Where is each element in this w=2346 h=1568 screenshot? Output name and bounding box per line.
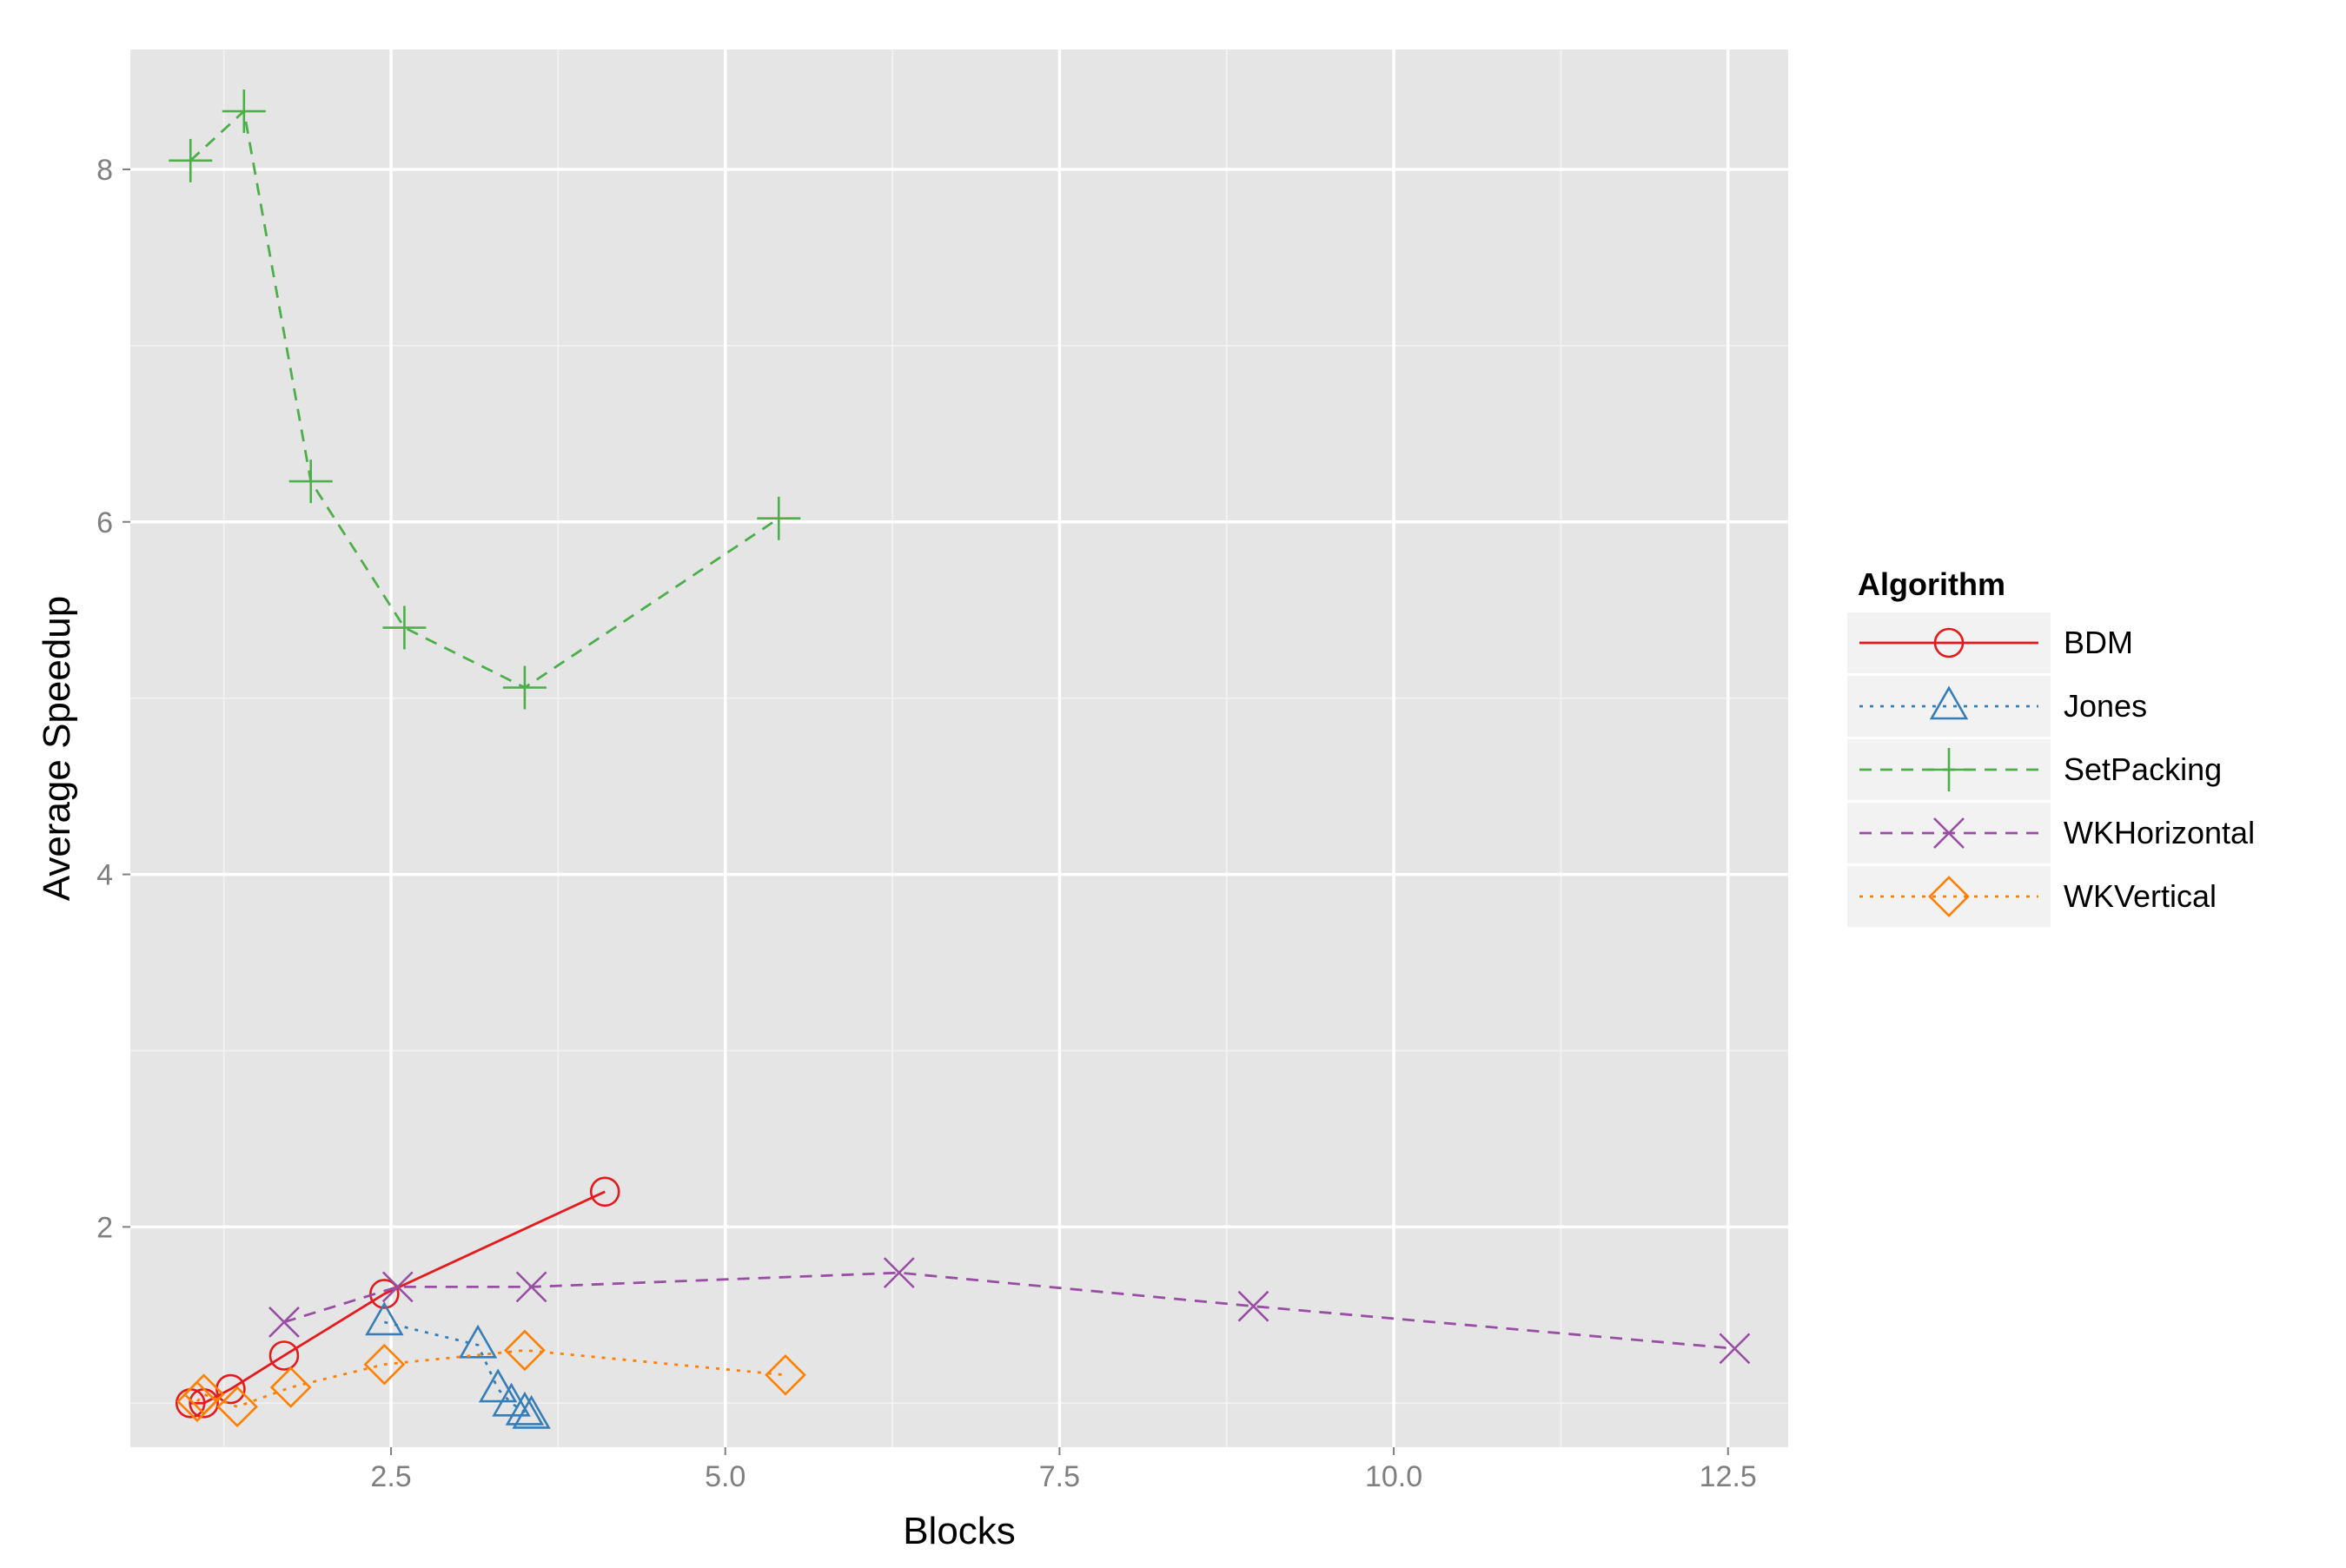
data-point-wkvertical bbox=[504, 1329, 546, 1372]
legend: Algorithm BDM Jones SetPacking WKHorizontal… bbox=[1847, 566, 2255, 927]
legend-item-jones: Jones bbox=[1847, 676, 2147, 737]
legend-label-wkvertical: WKVertical bbox=[2064, 878, 2217, 914]
series-wkhorizontal bbox=[268, 1257, 1751, 1365]
series-wkvertical bbox=[176, 1329, 806, 1428]
data-point-jones bbox=[505, 1391, 545, 1426]
data-point-wkvertical bbox=[216, 1386, 258, 1428]
x-tick-label: 7.5 bbox=[1039, 1460, 1080, 1493]
series-layer bbox=[169, 89, 1751, 1429]
data-point-jones bbox=[478, 1368, 518, 1403]
data-point-wkhorizontal bbox=[1719, 1333, 1751, 1365]
legend-key-jones bbox=[1847, 676, 2051, 737]
legend-label-bdm: BDM bbox=[2064, 625, 2133, 660]
data-point-setpacking bbox=[222, 89, 266, 134]
data-point-setpacking bbox=[502, 665, 547, 710]
legend-label-jones: Jones bbox=[2064, 688, 2147, 724]
data-point-jones bbox=[512, 1394, 551, 1429]
axes: 2.5 5.0 7.5 10.0 12.5 2 4 6 8 bbox=[96, 154, 1757, 1493]
legend-label-setpacking: SetPacking bbox=[2064, 751, 2222, 787]
major-gridlines bbox=[130, 50, 1788, 1447]
legend-label-wkhorizontal: WKHorizontal bbox=[2064, 815, 2255, 850]
series-jones bbox=[365, 1301, 551, 1429]
legend-marker-wkvertical bbox=[1928, 876, 1970, 917]
data-point-setpacking bbox=[757, 496, 801, 540]
x-tick-label: 5.0 bbox=[705, 1460, 746, 1493]
legend-marker-wkhorizontal bbox=[1933, 817, 1965, 849]
legend-key-wkvertical bbox=[1847, 866, 2051, 927]
minor-gridlines bbox=[130, 50, 1788, 1447]
x-tick-label: 12.5 bbox=[1700, 1460, 1757, 1493]
y-axis-label: Average Speedup bbox=[36, 596, 78, 901]
x-tick-label: 10.0 bbox=[1365, 1460, 1422, 1493]
data-point-wkhorizontal bbox=[1237, 1290, 1269, 1322]
series-setpacking bbox=[169, 89, 801, 710]
y-tick-label: 2 bbox=[96, 1211, 113, 1244]
legend-title: Algorithm bbox=[1858, 566, 2005, 602]
y-tick-label: 6 bbox=[96, 506, 113, 539]
y-tick-label: 8 bbox=[96, 154, 113, 187]
legend-item-bdm: BDM bbox=[1847, 612, 2133, 673]
data-point-wkvertical bbox=[765, 1353, 806, 1396]
data-point-wkhorizontal bbox=[883, 1257, 915, 1289]
data-point-bdm bbox=[369, 1279, 400, 1309]
data-point-wkvertical bbox=[363, 1343, 406, 1386]
plot-panel bbox=[130, 50, 1788, 1447]
series-line-bdm bbox=[190, 1190, 606, 1405]
legend-item-setpacking: SetPacking bbox=[1847, 739, 2222, 800]
data-point-jones bbox=[365, 1301, 404, 1336]
data-point-setpacking bbox=[169, 138, 213, 182]
data-point-wkvertical bbox=[182, 1373, 225, 1415]
data-point-setpacking bbox=[288, 460, 333, 504]
data-point-wkvertical bbox=[269, 1366, 312, 1408]
legend-marker-bdm bbox=[1933, 627, 1965, 658]
data-point-jones bbox=[458, 1324, 498, 1359]
data-point-wkhorizontal bbox=[381, 1271, 414, 1303]
y-tick-label: 4 bbox=[96, 859, 113, 892]
x-tick-label: 2.5 bbox=[370, 1460, 411, 1493]
legend-marker-setpacking bbox=[1927, 748, 1971, 791]
legend-marker-jones bbox=[1929, 685, 1969, 720]
data-point-bdm bbox=[589, 1176, 620, 1207]
legend-item-wkhorizontal: WKHorizontal bbox=[1847, 803, 2255, 863]
x-axis-label: Blocks bbox=[903, 1510, 1016, 1552]
legend-item-wkvertical: WKVertical bbox=[1847, 866, 2217, 927]
data-point-bdm bbox=[268, 1340, 300, 1371]
data-point-setpacking bbox=[382, 605, 427, 650]
data-point-wkhorizontal bbox=[268, 1307, 300, 1338]
data-point-wkhorizontal bbox=[515, 1271, 547, 1303]
